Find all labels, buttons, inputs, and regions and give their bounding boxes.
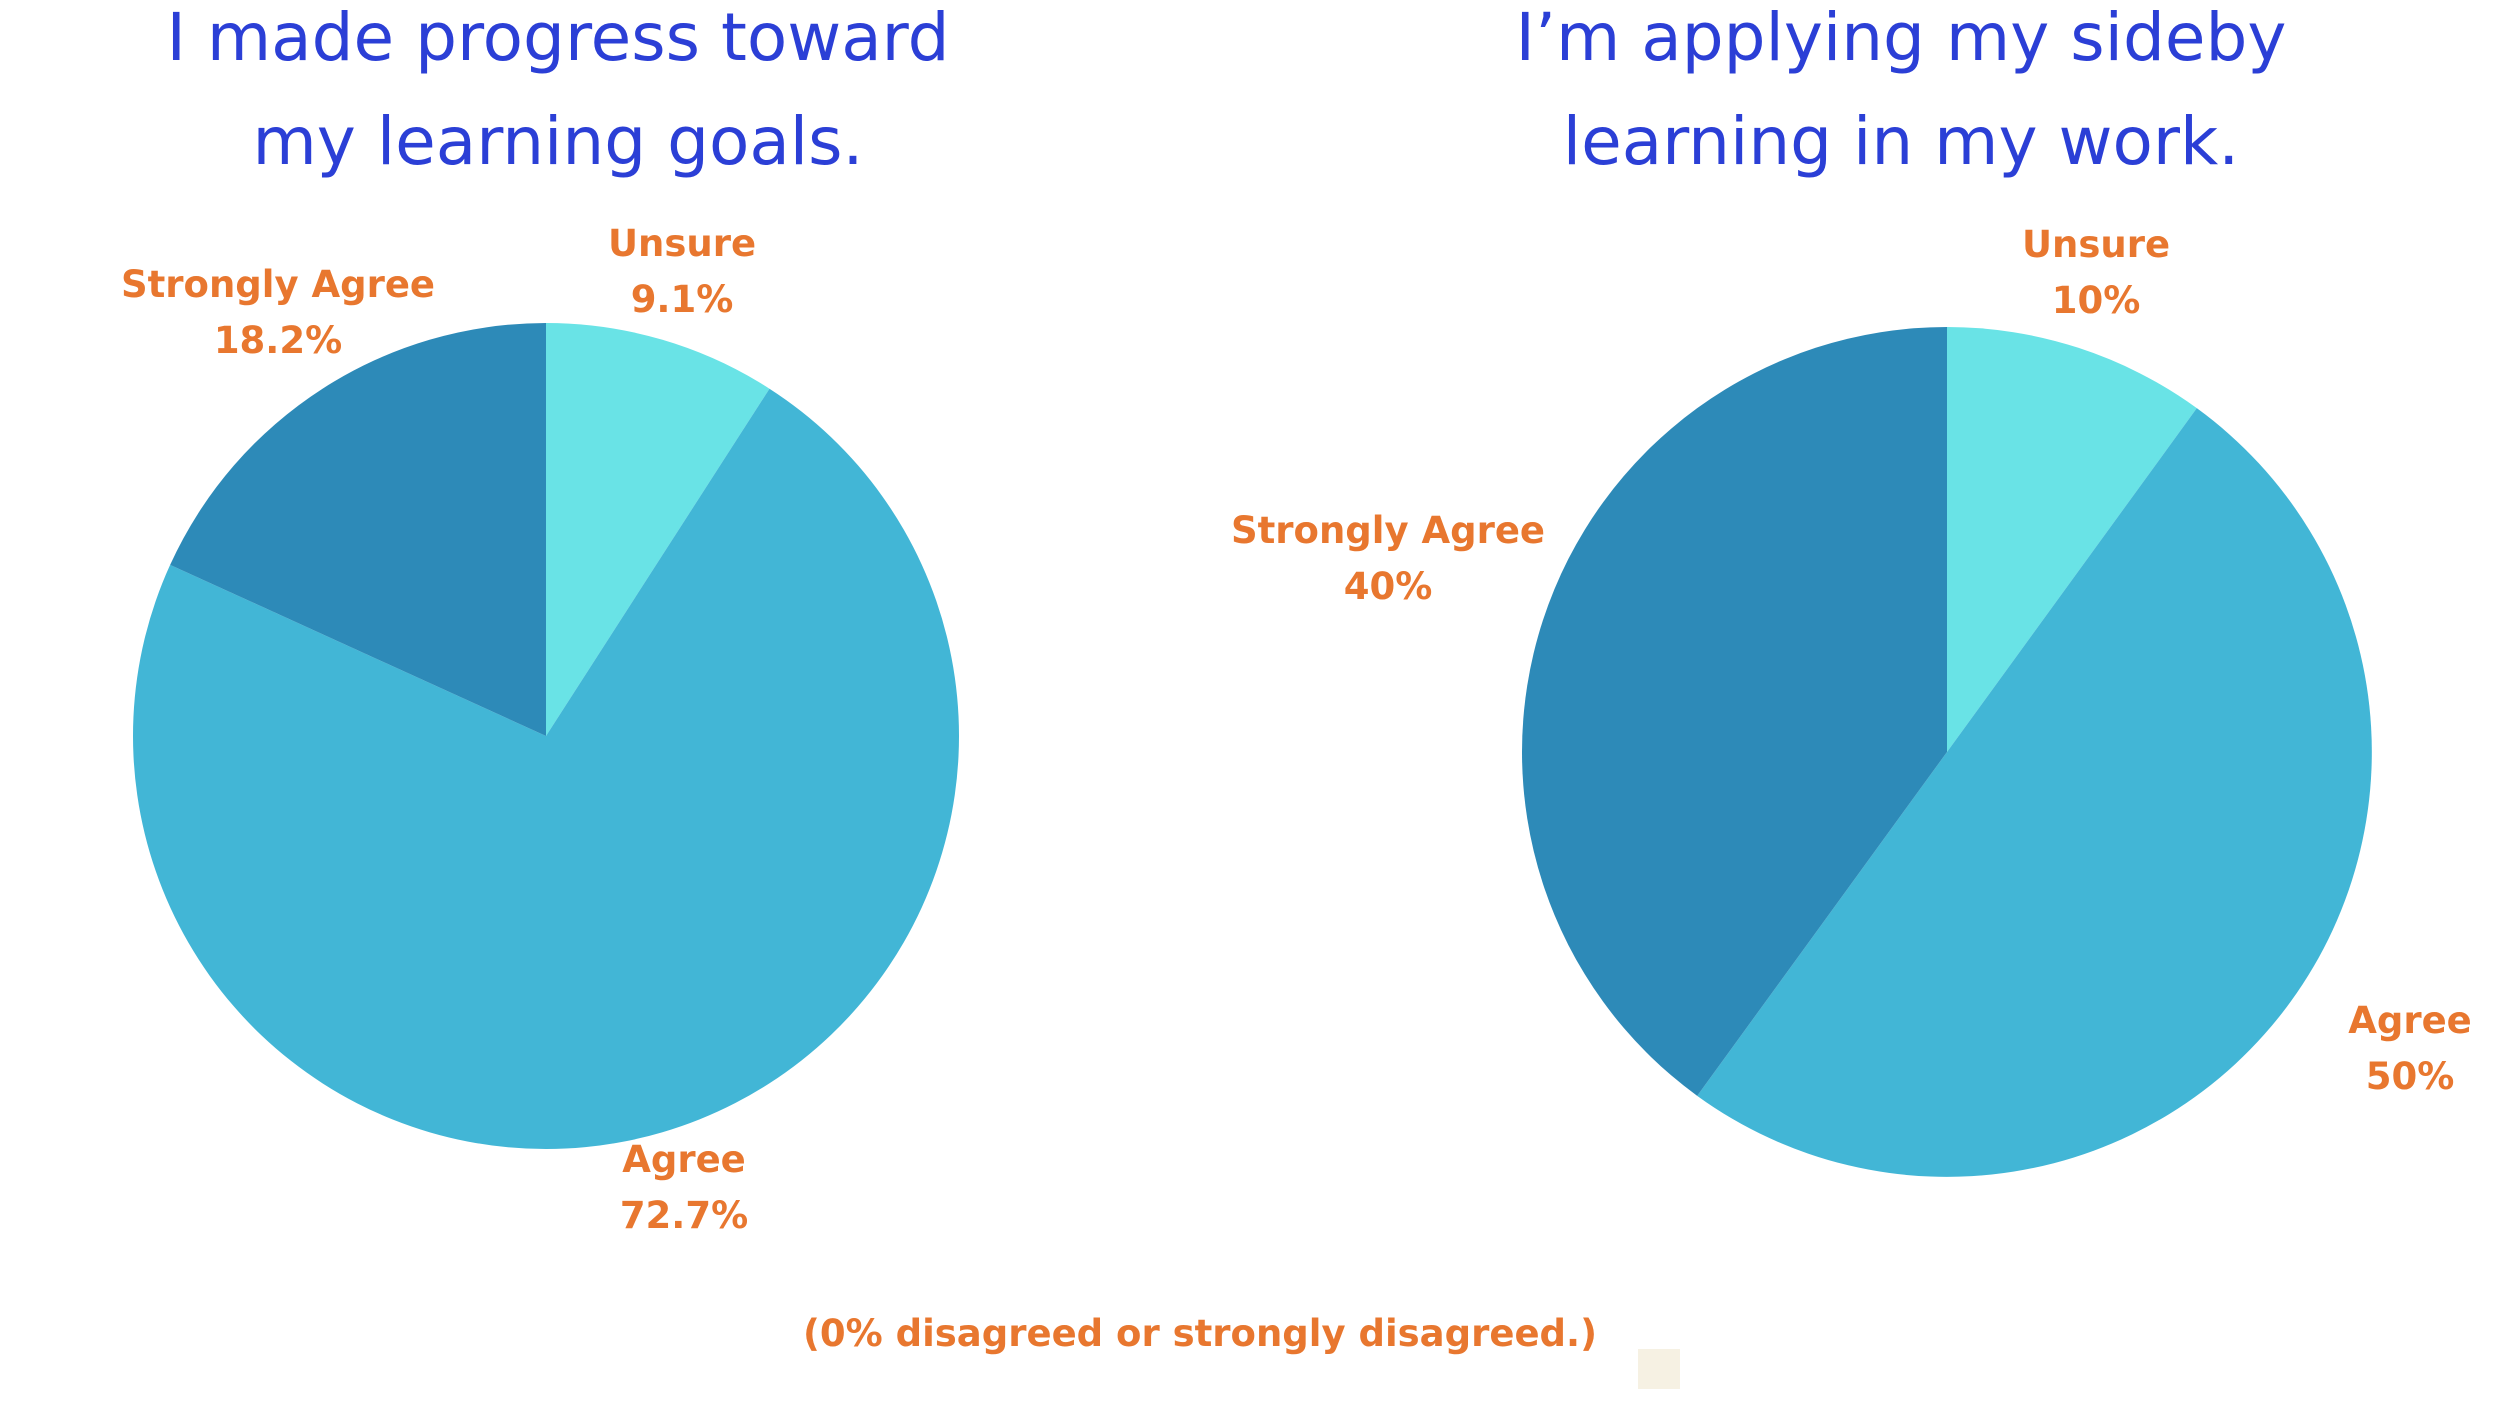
pie-left-value-agree: 72.7% <box>620 1194 748 1237</box>
decorative-swatch <box>1638 1349 1680 1389</box>
pie-left-label-unsure: Unsure <box>608 222 756 265</box>
chart-title-right: I’m applying my sideby learning in my wo… <box>1316 0 2486 194</box>
chart-title-right-line-1: I’m applying my sideby <box>1515 0 2287 76</box>
chart-title-left-line-2: my learning goals. <box>252 103 864 180</box>
pie-right-slice-agree <box>1697 408 2372 1177</box>
pie-chart-left: Unsure 9.1% Agree 72.7% Strongly Agree 18.2% <box>121 222 960 1237</box>
pie-left-slice-unsure <box>546 323 770 736</box>
pie-right-value-agree: 50% <box>2366 1055 2455 1098</box>
pie-left-slice-agree <box>132 388 960 1150</box>
pie-right-label-strongly-agree: Strongly Agree <box>1231 509 1545 552</box>
pie-right-slice-strongly-agree <box>1522 327 1947 1096</box>
pie-right-value-strongly-agree: 40% <box>1344 565 1433 608</box>
pie-right-label-unsure: Unsure <box>2022 223 2170 266</box>
pie-left-value-strongly-agree: 18.2% <box>214 319 342 362</box>
pie-left-slice-strongly-agree <box>170 323 547 736</box>
pie-left-value-unsure: 9.1% <box>631 278 734 321</box>
pie-chart-right: Unsure 10% Agree 50% Strongly Agree 40% <box>1231 223 2472 1177</box>
pie-right-slice-unsure <box>1947 326 2197 752</box>
pie-left-label-agree: Agree <box>622 1138 746 1181</box>
pie-left-label-strongly-agree: Strongly Agree <box>121 263 435 306</box>
chart-title-left-line-1: I made progress toward <box>166 0 950 76</box>
chart-title-right-line-2: learning in my work. <box>1562 103 2240 180</box>
footnote: (0% disagreed or strongly disagreed.) <box>802 1312 1598 1355</box>
pie-right-value-unsure: 10% <box>2052 279 2141 322</box>
pie-right-label-agree: Agree <box>2348 999 2472 1042</box>
chart-title-left: I made progress toward my learning goals… <box>0 0 1116 194</box>
